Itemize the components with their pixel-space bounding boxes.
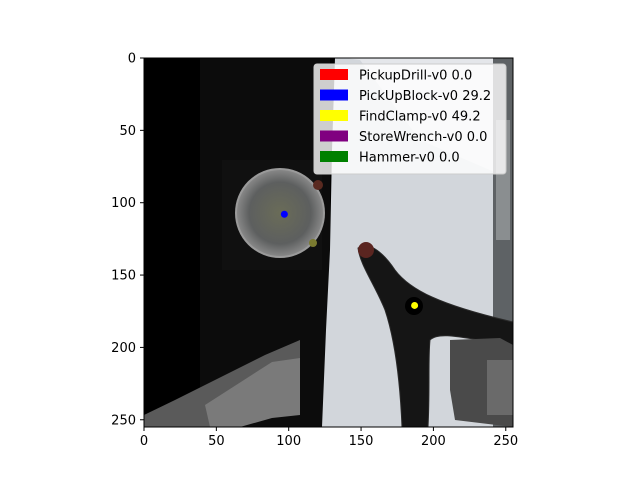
scene-red-object	[313, 180, 323, 190]
y-tick-label: 250	[111, 413, 136, 428]
y-axis: 0 50 100 150 200 250	[111, 52, 144, 428]
scene-clamp	[357, 245, 513, 427]
legend-swatch	[320, 89, 348, 101]
legend-label: StoreWrench-v0 0.0	[359, 130, 487, 145]
scene-left-gripper-face	[205, 358, 300, 427]
data-point	[280, 210, 288, 218]
legend-label: PickUpBlock-v0 29.2	[359, 89, 491, 104]
x-tick-label: 0	[140, 434, 148, 449]
scene-glass-disc	[235, 168, 325, 258]
x-tick-label: 50	[208, 434, 225, 449]
scene-right-gripper-face	[487, 360, 513, 415]
legend-swatch	[320, 130, 348, 142]
x-axis: 0 50 100 150 200 250	[140, 427, 518, 449]
x-tick-label: 100	[276, 434, 301, 449]
x-tick-label: 200	[421, 434, 446, 449]
points-layer	[280, 210, 419, 309]
axes-frame	[143, 57, 514, 428]
legend: PickupDrill-v0 0.0 PickUpBlock-v0 29.2 Fin…	[313, 63, 507, 175]
legend-label: Hammer-v0 0.0	[359, 151, 460, 166]
data-point	[411, 301, 419, 309]
x-tick-label: 150	[349, 434, 374, 449]
legend-label: FindClamp-v0 49.2	[359, 110, 481, 125]
y-tick-label: 200	[111, 341, 136, 356]
y-tick-label: 0	[128, 52, 136, 67]
legend-box	[313, 63, 507, 175]
scene-yellow-object	[309, 239, 317, 247]
legend-swatch	[320, 69, 348, 80]
y-tick-label: 100	[111, 196, 136, 211]
scene-clamp-tip	[358, 242, 374, 258]
legend-swatch	[320, 110, 348, 121]
legend-label: PickupDrill-v0 0.0	[359, 69, 472, 84]
y-tick-label: 50	[119, 124, 136, 139]
legend-swatch	[320, 151, 348, 162]
x-tick-label: 250	[493, 434, 518, 449]
y-tick-label: 150	[111, 269, 136, 284]
